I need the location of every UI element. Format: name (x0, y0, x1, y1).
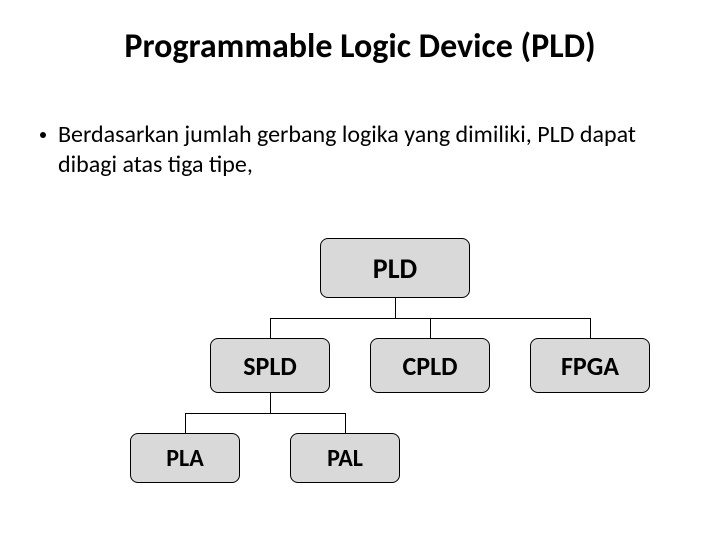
tree-connector (270, 318, 271, 338)
tree-connector (185, 413, 186, 433)
tree-connector (345, 413, 346, 433)
bullet-text: Berdasarkan jumlah gerbang logika yang d… (58, 120, 680, 180)
bullet-item: Berdasarkan jumlah gerbang logika yang d… (40, 120, 680, 180)
hierarchy-diagram: PLD SPLD CPLD FPGA PLA PAL (0, 220, 720, 520)
bullet-dot-icon (40, 132, 46, 138)
page-title: Programmable Logic Device (PLD) (0, 26, 720, 67)
tree-connector (590, 318, 591, 338)
slide: Programmable Logic Device (PLD) Berdasar… (0, 0, 720, 540)
tree-node-cpld: CPLD (370, 338, 490, 393)
tree-node-spld: SPLD (210, 338, 330, 393)
tree-node-fpga: FPGA (530, 338, 650, 393)
tree-connector (430, 318, 431, 338)
tree-connector (185, 413, 345, 414)
tree-connector (395, 298, 396, 318)
tree-node-pld: PLD (320, 238, 470, 298)
tree-connector (270, 393, 271, 413)
tree-node-pal: PAL (290, 433, 400, 483)
tree-node-pla: PLA (130, 433, 240, 483)
